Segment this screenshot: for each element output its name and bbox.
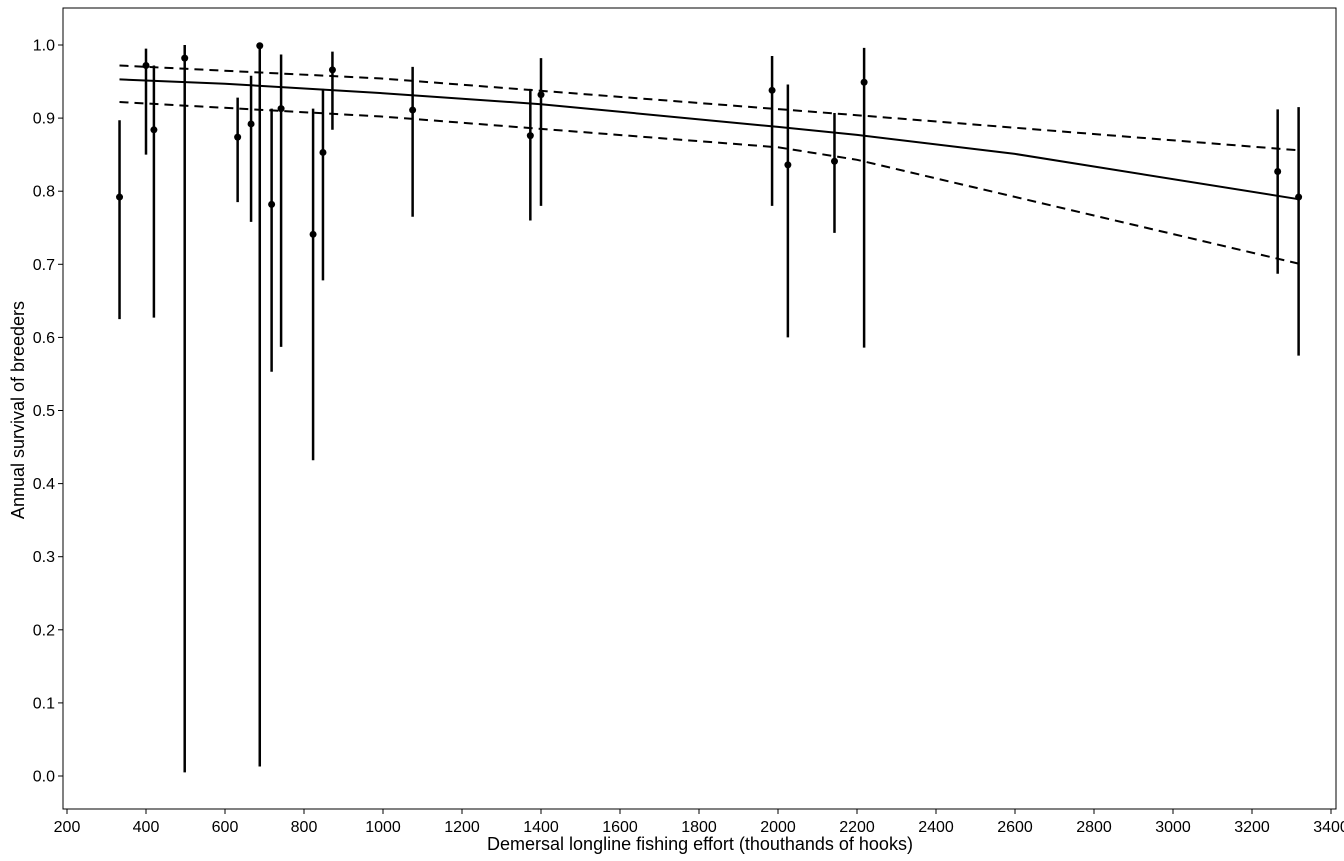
y-tick-label: 0.8	[33, 184, 55, 201]
data-point	[830, 157, 838, 165]
data-points	[116, 42, 1303, 238]
x-tick-label: 1200	[444, 819, 480, 836]
x-tick-label: 1800	[681, 819, 717, 836]
data-point	[1274, 167, 1282, 175]
data-point	[277, 105, 285, 113]
x-tick-label: 1400	[523, 819, 559, 836]
x-tick-label: 2400	[918, 819, 954, 836]
y-tick-label: 0.4	[33, 476, 55, 493]
data-point	[860, 78, 868, 86]
y-tick-label: 0.7	[33, 257, 55, 274]
data-point	[256, 42, 264, 50]
y-tick-label: 0.2	[33, 622, 55, 639]
x-tick-label: 400	[133, 819, 160, 836]
y-axis-title: Annual survival of breeders	[8, 301, 28, 519]
y-tick-label: 0.6	[33, 330, 55, 347]
data-point	[309, 230, 317, 238]
data-point	[150, 126, 158, 134]
confidence-bound-line	[119, 101, 1299, 265]
x-tick-label: 3200	[1234, 819, 1270, 836]
y-tick-label: 0.5	[33, 403, 55, 420]
data-point	[247, 120, 255, 128]
data-point	[768, 86, 776, 94]
x-tick-label: 600	[212, 819, 239, 836]
data-point	[181, 54, 189, 62]
x-tick-label: 2800	[1076, 819, 1112, 836]
x-tick-label: 2000	[760, 819, 796, 836]
data-point	[116, 193, 124, 201]
x-tick-label: 2600	[997, 819, 1033, 836]
x-axis-title: Demersal longline fishing effort (thouth…	[487, 834, 913, 854]
y-axis-ticks: 0.0 0.1 0.2 0.3 0.4 0.5 0.6 0.7 0.8 0.9 1.0	[33, 38, 63, 786]
data-point	[1295, 193, 1303, 201]
x-tick-label: 1600	[602, 819, 638, 836]
y-tick-label: 0.1	[33, 695, 55, 712]
x-axis-ticks: 200 400 600 800 1000 1200 1400 1600 1800 2000 2200…	[54, 809, 1344, 836]
x-tick-label: 2200	[839, 819, 875, 836]
data-point	[537, 91, 545, 99]
x-tick-label: 1000	[365, 819, 401, 836]
y-tick-label: 0.9	[33, 111, 55, 128]
error-bars	[118, 45, 1300, 773]
data-point	[319, 148, 327, 156]
x-tick-label: 800	[291, 819, 318, 836]
data-point	[409, 106, 417, 114]
data-point	[328, 66, 336, 74]
data-point	[526, 132, 534, 140]
y-tick-label: 0.3	[33, 549, 55, 566]
y-tick-label: 0.0	[33, 769, 55, 786]
data-point	[784, 161, 792, 169]
plot-panel	[62, 7, 1337, 810]
data-point	[142, 61, 150, 69]
y-tick-label: 1.0	[33, 38, 55, 55]
x-tick-label: 3000	[1155, 819, 1191, 836]
x-tick-label: 200	[54, 819, 81, 836]
data-point	[268, 200, 276, 208]
confidence-bound-line	[119, 64, 1299, 152]
data-point	[234, 133, 242, 141]
